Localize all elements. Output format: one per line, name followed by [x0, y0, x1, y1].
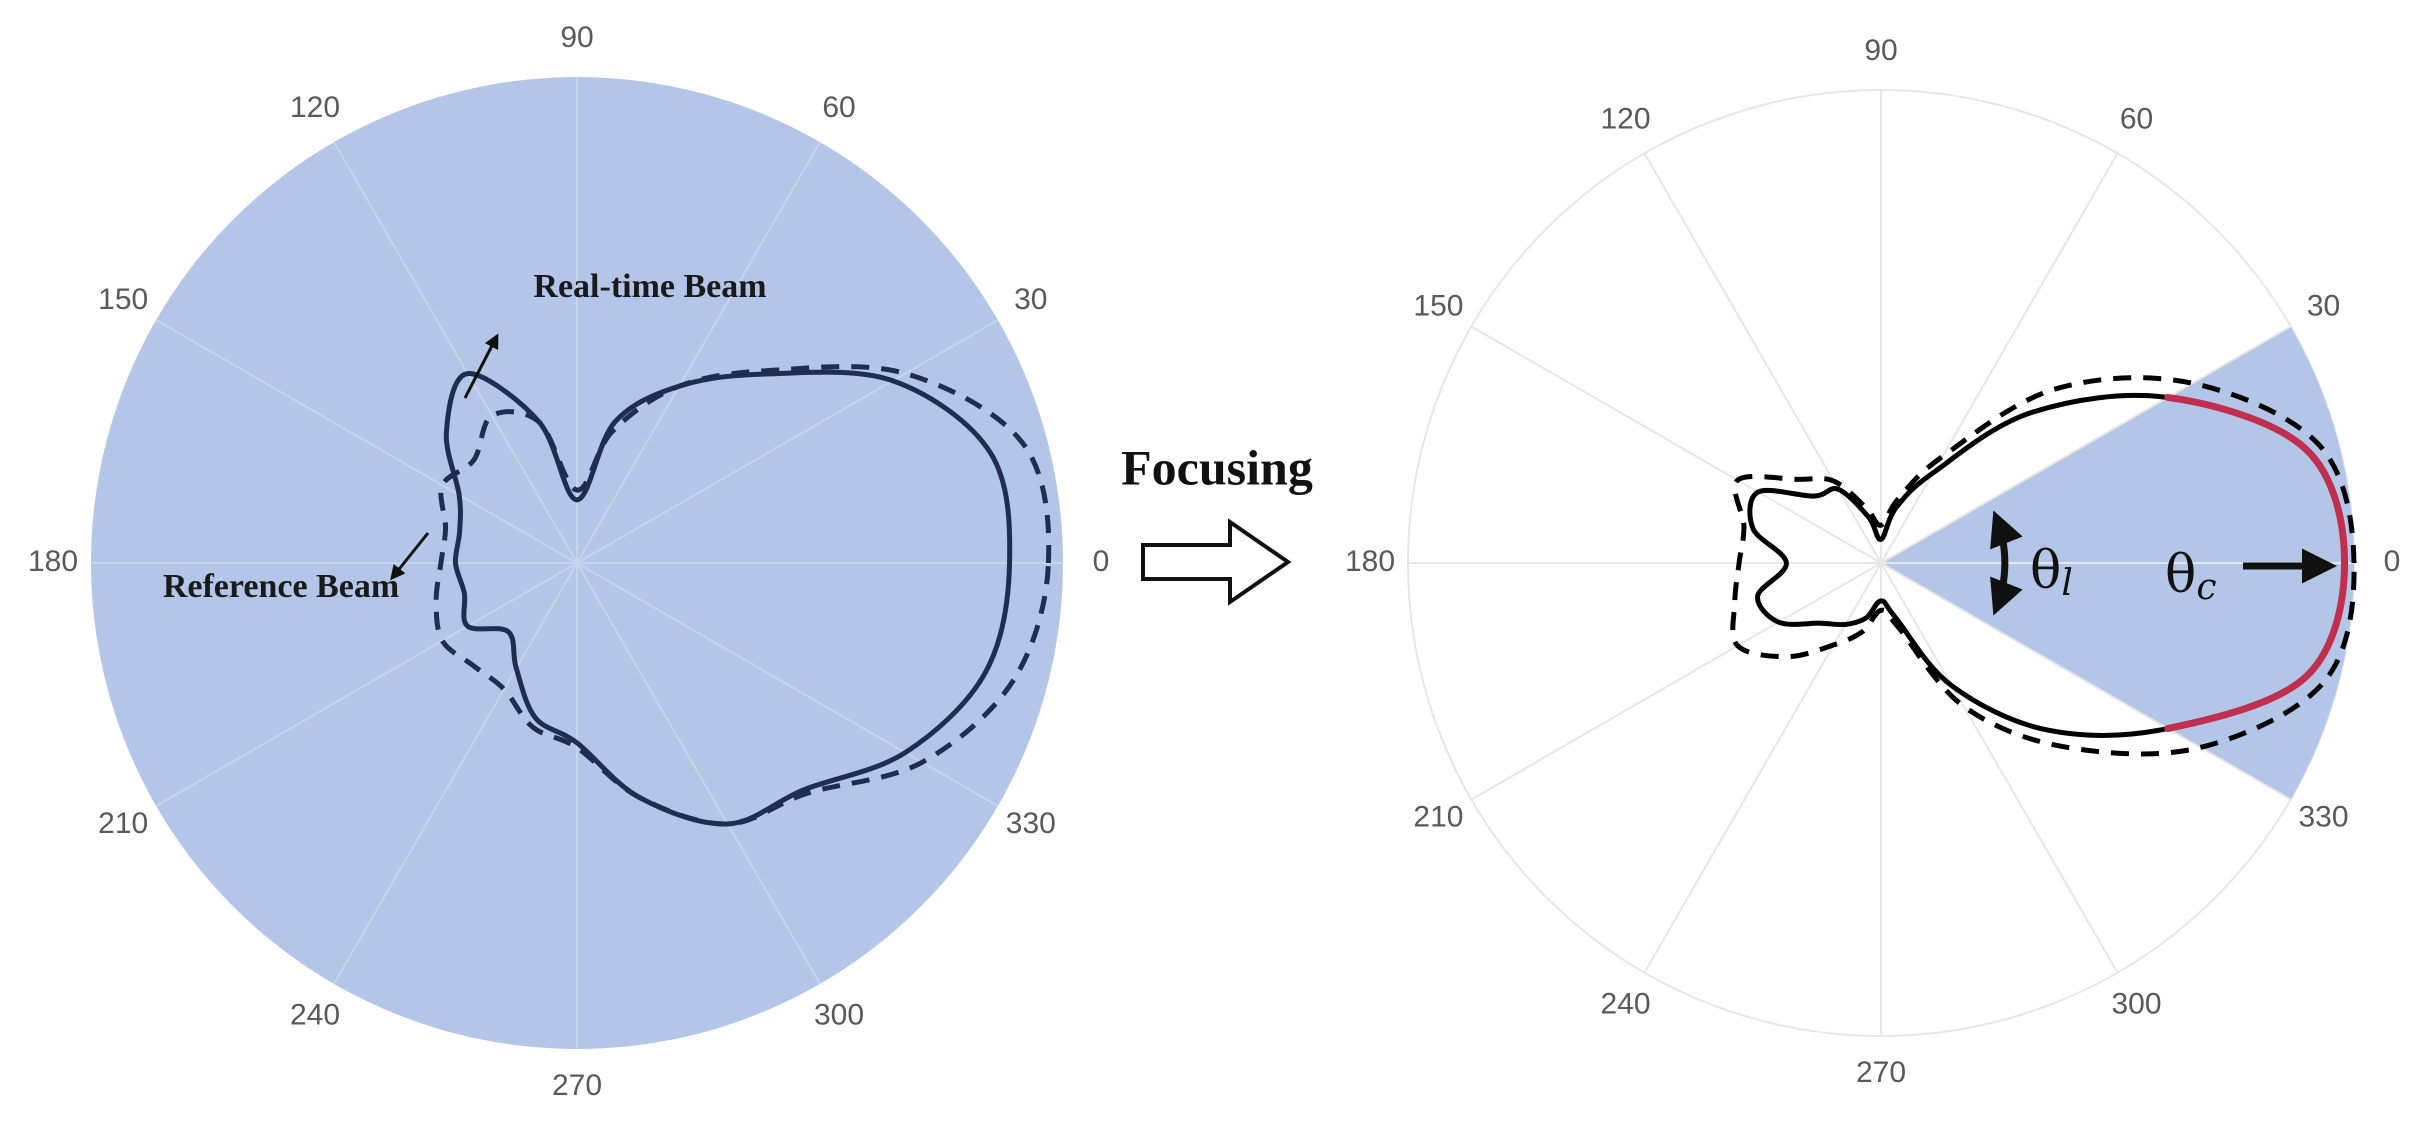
- angle-tick-label: 90: [560, 21, 593, 54]
- beam-curve: [433, 364, 1052, 827]
- grid-spoke: [1643, 152, 1882, 564]
- transition-arrow: [1141, 518, 1292, 606]
- beam-curve: [1730, 375, 2357, 757]
- theta-l-arrow: [1990, 510, 2023, 616]
- theta-c-label: θc: [2165, 545, 2216, 609]
- angle-tick-label: 0: [1093, 545, 1110, 578]
- beam-curve: [1747, 392, 2348, 738]
- angle-tick-label: 240: [290, 999, 340, 1032]
- grid-spoke: [1880, 325, 2292, 564]
- angle-tick-label: 300: [2111, 987, 2161, 1020]
- angle-tick-label: 120: [290, 91, 340, 124]
- angle-tick-label: 210: [1413, 800, 1463, 833]
- annotation-arrow: [463, 333, 499, 399]
- grid-spoke: [576, 319, 999, 564]
- labels: 0 30 60 90 120 150 180 210 240 270 300 330 0 30 60 90 12…: [28, 21, 2400, 1102]
- angle-tick-label: 60: [822, 91, 855, 124]
- angle-tick-label: 330: [2299, 800, 2349, 833]
- theta-subscript: l: [2061, 563, 2073, 604]
- theta-l-label: θl: [2030, 541, 2073, 605]
- grid-spoke: [576, 141, 821, 564]
- angle-tick-label: 30: [1014, 283, 1047, 316]
- angle-tick-label: 240: [1600, 987, 1650, 1020]
- angle-tick-label: 90: [1864, 34, 1897, 67]
- beam-curve: [443, 369, 1013, 827]
- angle-tick-label: 270: [552, 1069, 602, 1102]
- angle-tick-label: 270: [1856, 1056, 1906, 1089]
- annotation-arrow: [390, 532, 430, 581]
- grid-spoke: [576, 562, 999, 807]
- angle-tick-label: 30: [2307, 289, 2340, 322]
- angle-tick-label: 150: [98, 283, 148, 316]
- angle-tick-label: 180: [1345, 545, 1395, 578]
- grid-spoke: [1880, 562, 2119, 974]
- angle-tick-label: 210: [98, 807, 148, 840]
- theta-symbol: θ: [2030, 541, 2061, 601]
- theta-subscript: c: [2196, 567, 2216, 608]
- transition-label: Focusing: [1121, 439, 1313, 495]
- grid-spoke: [155, 319, 578, 564]
- grids: [91, 77, 2354, 1049]
- angle-tick-label: 0: [2384, 545, 2401, 578]
- angle-tick-label: 330: [1006, 807, 1056, 840]
- grid-spoke: [1880, 562, 2292, 801]
- grid-spoke: [1470, 562, 1882, 801]
- angle-tick-label: 150: [1413, 289, 1463, 322]
- grid-spoke: [1643, 562, 1882, 974]
- series-label: Reference Beam: [163, 568, 399, 605]
- angle-tick-label: 180: [28, 545, 78, 578]
- theta-symbol: θ: [2165, 545, 2196, 605]
- grid-spoke: [576, 562, 821, 985]
- angle-tick-label: 60: [2120, 102, 2153, 135]
- grid-spoke: [155, 562, 578, 807]
- series-label: Real-time Beam: [533, 268, 766, 305]
- highlight-arc: [2164, 393, 2349, 733]
- data-layer: [433, 364, 2357, 827]
- grid-spoke: [333, 562, 578, 985]
- grid-spoke: [1470, 325, 1882, 564]
- angle-tick-label: 120: [1600, 102, 1650, 135]
- grid-spoke: [1880, 152, 2119, 564]
- grid-spoke: [333, 141, 578, 564]
- angle-tick-label: 300: [814, 999, 864, 1032]
